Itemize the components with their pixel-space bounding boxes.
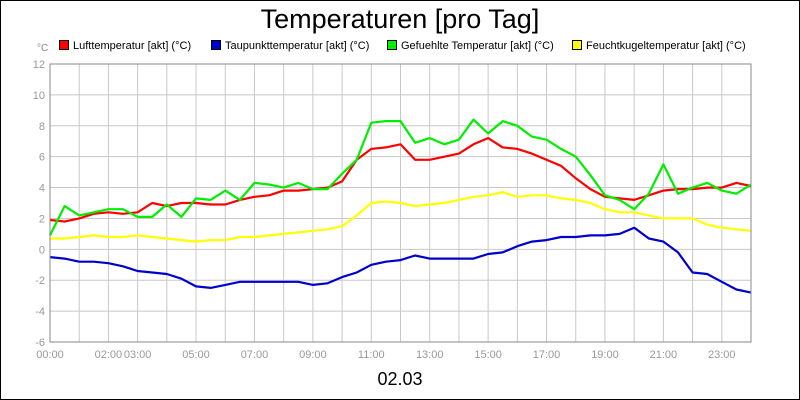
x-tick-label: 15:00 [474, 349, 502, 361]
x-tick-label: 03:00 [124, 349, 152, 361]
legend-swatch-taupunkttemperatur [211, 40, 221, 51]
x-tick-label: 02:00 [95, 349, 123, 361]
chart-title: Temperaturen [pro Tag] [260, 4, 540, 34]
y-axis-unit-label: °C [37, 43, 49, 54]
legend-swatch-feuchtkugeltemperatur [572, 40, 582, 51]
date-label: 02.03 [377, 369, 423, 389]
y-tick-label: 12 [33, 59, 45, 71]
y-tick-label: 4 [39, 183, 45, 195]
series-line-1 [49, 226, 752, 294]
plot-border [49, 63, 752, 343]
series-line-2 [49, 118, 752, 236]
y-tick-label: 0 [39, 244, 45, 256]
y-tick-label: -4 [35, 306, 45, 318]
legend-item-gefuehlte-temperatur: Gefuehlte Temperatur [akt] (°C) [387, 39, 554, 53]
legend-label-feuchtkugeltemperatur: Feuchtkugeltemperatur [akt] (°C) [586, 40, 746, 52]
legend-item-lufttemperatur: Lufttemperatur [akt] (°C) [59, 39, 191, 53]
x-tick-label: 00:00 [36, 349, 64, 361]
x-tick-label: 09:00 [299, 349, 327, 361]
x-tick-label: 13:00 [416, 349, 444, 361]
series-line-0 [49, 137, 752, 223]
x-tick-label: 19:00 [591, 349, 619, 361]
x-tick-label: 21:00 [650, 349, 678, 361]
x-tick-label: 23:00 [708, 349, 736, 361]
legend-label-gefuehlte-temperatur: Gefuehlte Temperatur [akt] (°C) [401, 40, 554, 52]
legend-label-taupunkttemperatur: Taupunkttemperatur [akt] (°C) [225, 40, 370, 52]
y-tick-label: 10 [33, 90, 45, 102]
y-tick-label: 6 [39, 152, 45, 164]
x-tick-label: 17:00 [533, 349, 561, 361]
x-tick-label: 05:00 [182, 349, 210, 361]
y-tick-label: 8 [39, 121, 45, 133]
y-tick-label: -6 [35, 337, 45, 349]
y-tick-label: -2 [35, 275, 45, 287]
legend-item-taupunkttemperatur: Taupunkttemperatur [akt] (°C) [211, 39, 369, 53]
x-tick-label: 07:00 [241, 349, 269, 361]
legend-item-feuchtkugeltemperatur: Feuchtkugeltemperatur [akt] (°C) [572, 39, 746, 53]
legend-swatch-lufttemperatur [59, 40, 69, 51]
x-tick-label: 11:00 [358, 349, 385, 361]
series-line-3 [50, 191, 752, 243]
y-tick-label: 2 [39, 213, 45, 225]
legend-swatch-gefuehlte-temperatur [387, 40, 397, 51]
legend-label-lufttemperatur: Lufttemperatur [akt] (°C) [73, 40, 192, 52]
